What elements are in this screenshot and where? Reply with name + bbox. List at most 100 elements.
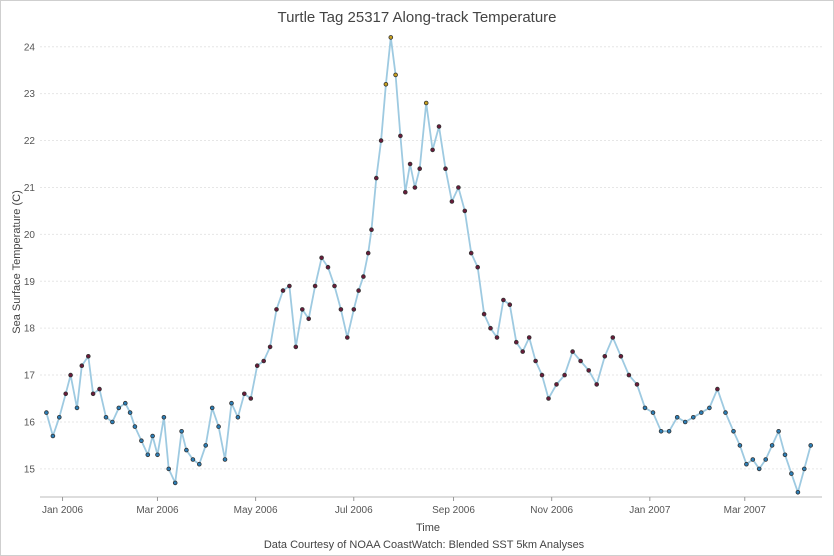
data-point [338,307,344,312]
x-tick-label: Jan 2007 [629,505,671,516]
series-line [45,36,812,494]
data-point [769,443,775,448]
chart-title: Turtle Tag 25317 Along-track Temperature [277,9,557,26]
y-tick-label: 24 [24,42,36,53]
data-point [698,410,704,415]
data-point [68,372,73,378]
data-point [731,428,736,434]
data-point [280,288,286,293]
data-point [756,466,762,472]
data-point [209,405,215,411]
data-point [744,461,749,467]
data-point [203,443,209,448]
data-point [737,443,743,448]
data-point [750,457,756,462]
x-tick-label: Mar 2006 [136,505,179,516]
data-point [690,414,696,420]
data-point [312,283,318,289]
y-tick-label: 15 [24,464,36,475]
data-point [513,339,519,345]
data-point [229,400,234,406]
data-point [520,349,525,354]
y-tick-label: 22 [24,136,36,147]
data-point [481,311,487,317]
data-point [216,424,221,429]
data-point [801,466,807,472]
data-point [63,391,68,397]
data-point [808,443,813,448]
data-point [388,35,394,40]
y-tick-label: 17 [24,371,36,382]
data-point [602,353,608,359]
data-point [789,471,794,476]
data-point [533,358,538,364]
data-point [763,457,768,462]
data-point [562,372,567,378]
data-point [161,414,167,420]
data-point [361,274,366,279]
data-point [501,297,506,303]
data-point [475,264,481,270]
data-point [293,344,299,350]
y-tick-label: 18 [24,324,36,335]
data-point [155,452,160,458]
data-point [666,428,672,434]
data-point [56,414,62,420]
x-tick-label: Nov 2006 [530,505,573,516]
data-point [332,283,337,289]
data-point [782,452,788,458]
data-point [145,452,151,458]
y-tick-label: 21 [24,183,36,194]
data-point [166,466,172,472]
data-point [197,461,202,467]
data-point [267,344,273,350]
data-point [443,166,448,172]
data-point [127,410,133,415]
data-point [449,199,455,204]
data-point [570,349,575,354]
data-point [248,396,254,401]
data-credit: Data Courtesy of NOAA CoastWatch: Blende… [263,539,585,551]
data-point [179,428,184,434]
x-tick-label: Mar 2007 [724,505,767,516]
data-point [462,208,468,214]
data-point [97,386,102,392]
x-tick-label: May 2006 [234,505,278,516]
x-tick-label: Sep 2006 [432,505,475,516]
data-point [412,185,418,190]
data-point [526,335,532,340]
data-point [369,227,374,233]
data-point [103,414,109,420]
data-point [378,138,384,143]
data-point [254,363,260,369]
data-point [776,428,781,434]
data-point [488,325,493,331]
y-tick-label: 19 [24,277,36,288]
data-point [235,414,241,420]
data-point [626,372,632,378]
data-point [44,410,49,415]
data-point [190,457,196,462]
data-point [578,358,583,364]
data-point [393,72,398,78]
x-tick-label: Jul 2006 [335,505,373,516]
data-point [682,419,688,425]
data-point [373,175,379,181]
data-point [86,353,91,359]
data-point [715,386,720,392]
data-point [642,405,648,411]
data-point [299,307,305,312]
data-point [398,133,403,139]
y-tick-label: 23 [24,89,36,100]
data-point [184,447,189,453]
data-point [423,100,429,106]
data-point [554,382,559,387]
data-point [546,396,551,401]
data-point [407,161,413,167]
data-point [274,307,279,312]
data-point [634,382,640,387]
data-point [795,489,801,495]
data-point [430,147,435,153]
data-point [383,82,389,87]
